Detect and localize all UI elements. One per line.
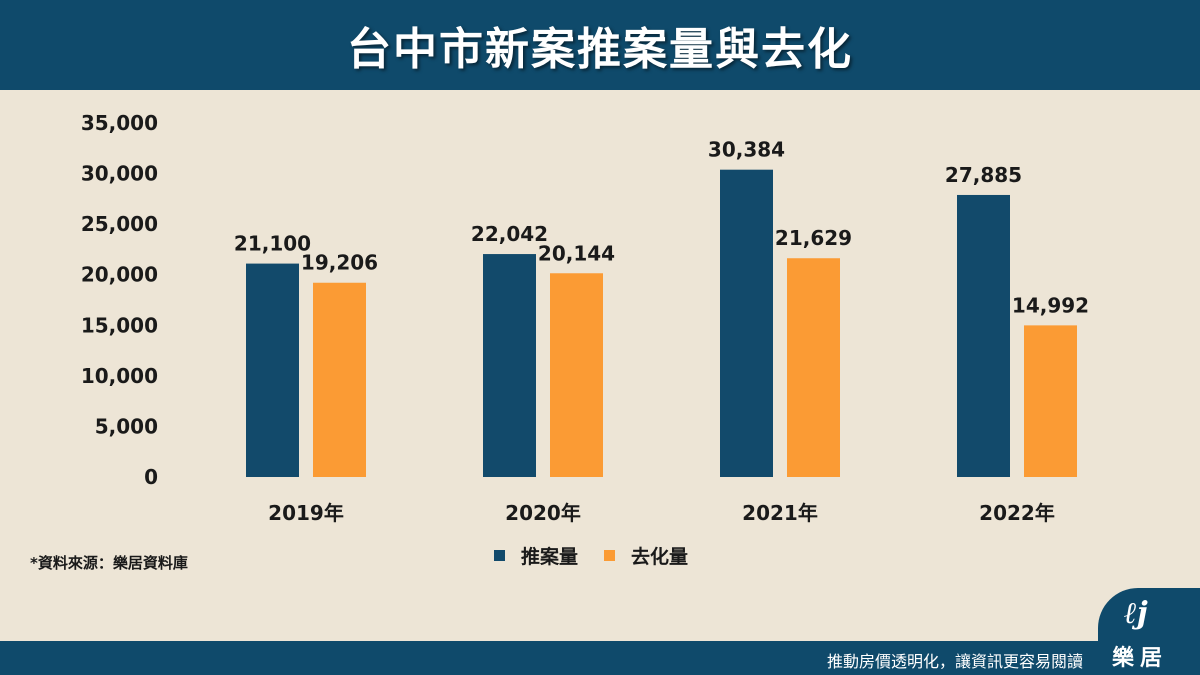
legend-swatch-series-1 xyxy=(494,550,505,561)
data-label: 21,100 xyxy=(234,232,311,256)
data-label: 21,629 xyxy=(775,226,852,250)
source-note: *資料來源：樂居資料庫 xyxy=(30,554,188,572)
bar-chart: 0 5,000 10,000 15,000 20,000 25,000 30,000 35,0… xyxy=(81,111,1089,525)
bar-series-2 xyxy=(550,273,603,477)
y-tick-label: 10,000 xyxy=(81,364,158,388)
legend: 推案量 去化量 xyxy=(494,542,688,569)
legend-item-series-2: 去化量 xyxy=(604,542,688,569)
x-tick-label: 2020年 xyxy=(505,501,581,525)
y-tick-label: 30,000 xyxy=(81,162,158,186)
bar-series-1 xyxy=(720,169,773,477)
data-label: 22,042 xyxy=(471,222,548,246)
bar-series-2 xyxy=(1024,325,1077,477)
y-tick-label: 15,000 xyxy=(81,313,158,337)
data-label: 19,206 xyxy=(301,251,378,275)
legend-swatch-series-2 xyxy=(604,550,616,561)
footer-slogan: 推動房價透明化，讓資訊更容易閱讀 xyxy=(826,652,1083,671)
x-tick-label: 2022年 xyxy=(979,501,1055,525)
bars: 21,100 22,042 30,384 27,885 19,206 20,144 21,6… xyxy=(234,138,1089,478)
leju-logo-icon: ℓj xyxy=(1124,596,1148,631)
legend-item-series-1: 推案量 xyxy=(494,542,578,569)
title-bar: 台中市新案推案量與去化 xyxy=(0,0,1200,90)
x-axis: 2019年 2020年 2021年 2022年 xyxy=(268,501,1055,525)
y-axis: 0 5,000 10,000 15,000 20,000 25,000 30,000 35,0… xyxy=(81,111,158,489)
bar-series-1 xyxy=(246,263,299,477)
bar-series-2 xyxy=(313,282,366,477)
x-tick-label: 2019年 xyxy=(268,501,344,525)
bar-series-1 xyxy=(957,194,1010,478)
legend-label-series-2: 去化量 xyxy=(631,546,689,568)
y-tick-label: 35,000 xyxy=(81,111,158,135)
leju-logo: ℓj 樂居 xyxy=(1098,588,1200,675)
x-tick-label: 2021年 xyxy=(742,501,818,525)
bar-series-1 xyxy=(483,254,536,477)
data-label: 27,885 xyxy=(945,163,1022,187)
legend-label-series-1: 推案量 xyxy=(521,546,579,568)
bar-series-2 xyxy=(787,258,840,477)
y-tick-label: 25,000 xyxy=(81,212,158,236)
page-title: 台中市新案推案量與去化 xyxy=(347,24,853,75)
y-tick-label: 0 xyxy=(144,465,158,489)
data-label: 30,384 xyxy=(708,138,785,162)
data-label: 20,144 xyxy=(538,241,615,265)
y-tick-label: 5,000 xyxy=(95,414,158,438)
footer-bar: 推動房價透明化，讓資訊更容易閱讀 xyxy=(0,641,1200,675)
data-label: 14,992 xyxy=(1012,293,1089,317)
logo-text: 樂居 xyxy=(1112,646,1169,671)
y-tick-label: 20,000 xyxy=(81,263,158,287)
